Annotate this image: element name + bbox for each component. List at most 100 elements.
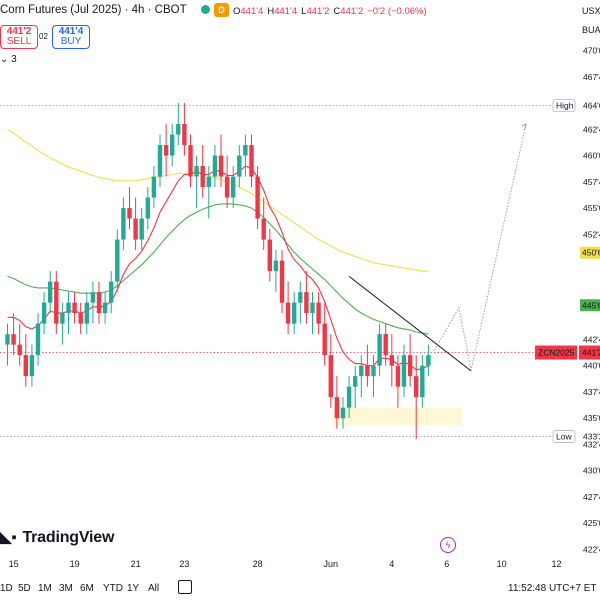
projection-path[interactable] [434,123,527,370]
candle[interactable] [90,281,96,324]
candle[interactable] [224,155,230,209]
candle[interactable] [395,355,401,408]
candle[interactable] [212,145,218,188]
candle[interactable] [188,134,193,188]
buy-button[interactable]: 441'4 BUY [52,25,90,49]
candle[interactable] [163,124,169,177]
candle[interactable] [48,271,53,314]
candle[interactable] [292,292,297,335]
price-axis[interactable]: 470'0 467'4 462'4 460'0 457'4 455'0 452'4 442'4… [552,0,600,572]
candle[interactable] [157,134,163,188]
candle[interactable] [176,103,181,146]
timeframe-all[interactable]: All [148,583,160,594]
candle[interactable] [371,355,376,398]
candle[interactable] [389,334,394,387]
candle[interactable] [23,334,28,387]
candle[interactable] [206,166,211,219]
currency-label[interactable]: USX [582,6,600,16]
trend-line[interactable] [348,275,472,372]
timeframe-1d[interactable]: 1D [0,583,13,594]
candle[interactable] [170,124,175,167]
candle[interactable] [182,103,187,156]
candle[interactable] [84,292,89,335]
candle[interactable] [322,302,327,366]
candle[interactable] [66,292,71,335]
candle[interactable] [115,229,120,293]
candle[interactable] [29,344,35,387]
candle-body [109,281,114,303]
sell-button[interactable]: 441'2 SELL [0,25,38,49]
candle[interactable] [401,344,407,398]
indicators-toggle[interactable]: ⌄ 3 [0,54,17,65]
candle[interactable] [365,344,370,387]
candle[interactable] [279,250,285,314]
candle[interactable] [102,292,108,324]
candle[interactable] [298,281,303,324]
candle[interactable] [304,271,309,324]
candle[interactable] [200,145,205,198]
candle[interactable] [133,197,138,251]
sell-price: 441'2 [6,26,32,37]
trend-drawings[interactable] [348,123,527,372]
candle[interactable] [334,376,340,429]
timeframe-1m[interactable]: 1M [38,583,52,594]
price-tick-label: 455'0 [583,203,600,213]
candle[interactable] [145,187,150,230]
candle[interactable] [267,229,272,282]
candle[interactable] [139,208,144,251]
candle[interactable] [72,292,77,324]
candle[interactable] [96,281,102,324]
tradingview-logo[interactable]: ◣▪ TradingView [0,528,114,547]
symbol-title[interactable]: Corn Futures (Jul 2025) · 4h · CBOT [0,4,187,16]
candle[interactable] [237,145,242,188]
time-axis[interactable]: 1519212328Jun46101216 [9,559,600,569]
candle[interactable] [127,187,132,230]
candle[interactable] [11,313,16,356]
candle[interactable] [194,155,199,209]
candle[interactable] [377,323,382,377]
candle[interactable] [121,197,126,251]
candle[interactable] [310,292,315,335]
candle[interactable] [420,355,425,408]
lightning-icon[interactable]: ϟ [440,537,456,553]
candle[interactable] [218,134,224,188]
candle[interactable] [340,397,346,429]
candle[interactable] [273,250,279,293]
candle[interactable] [316,292,321,335]
candle[interactable] [414,355,419,440]
delayed-data-badge[interactable]: D [214,3,229,17]
candle[interactable] [359,355,364,398]
candle[interactable] [60,302,65,345]
timeframe-1y[interactable]: 1Y [127,583,140,594]
candle[interactable] [109,271,114,314]
candle[interactable] [5,323,10,366]
candle[interactable] [261,197,266,251]
candle[interactable] [78,302,83,335]
candle[interactable] [41,292,47,335]
candle[interactable] [231,166,236,209]
calendar-icon[interactable] [178,580,192,594]
candle[interactable] [346,376,352,419]
timeframe-6m[interactable]: 6M [80,583,94,594]
timeframe-5d[interactable]: 5D [18,583,31,594]
candle[interactable] [285,281,291,335]
candle[interactable] [255,166,260,230]
candle[interactable] [54,271,59,335]
timeframe-3m[interactable]: 3M [59,583,73,594]
candle[interactable] [243,134,248,177]
candle[interactable] [249,134,254,188]
candlesticks[interactable] [5,103,431,440]
clock[interactable]: 11:52:48 UTC+7 ET [508,583,596,594]
candle[interactable] [151,166,157,209]
candle-body [420,365,425,398]
timeframe-ytd[interactable]: YTD [103,583,123,594]
candle[interactable] [353,365,358,408]
candle[interactable] [383,323,388,366]
candle[interactable] [328,334,333,408]
candle[interactable] [17,323,22,366]
candle[interactable] [407,334,413,387]
ma-price-tag [580,299,600,312]
candle[interactable] [426,344,431,377]
candle[interactable] [35,313,41,366]
